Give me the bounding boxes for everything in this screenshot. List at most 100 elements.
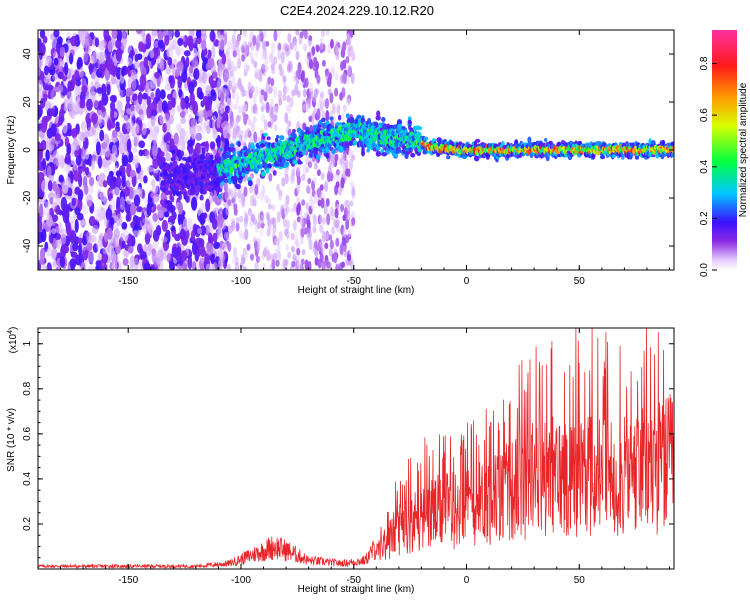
spectrogram-cell: [76, 58, 82, 70]
spectrogram-cell: [233, 203, 238, 212]
spectrogram-cell: [295, 259, 300, 270]
spectrogram-cell: [163, 211, 170, 218]
spectrogram-cell: [331, 67, 335, 78]
spectrogram-cell: [316, 74, 321, 84]
spectrogram-cell: [244, 113, 249, 121]
spectrogram-cell: [52, 248, 58, 260]
spectrogram-cell: [305, 184, 310, 194]
spectrogram-cell: [152, 156, 159, 170]
spectrogram-cell: [277, 42, 282, 51]
spectrogram-cell: [97, 155, 103, 169]
spectrogram-cell: [96, 174, 104, 187]
spectrogram-cell: [334, 87, 339, 97]
spectrogram-cell: [70, 128, 78, 138]
spectrogram-cell: [158, 39, 164, 49]
spectrogram-cell: [302, 164, 307, 176]
spectrogram-cell: [111, 261, 118, 270]
spectrogram-cell: [278, 63, 283, 71]
spectrogram-cell: [258, 74, 263, 82]
spectrogram-cell: [241, 53, 246, 62]
spectrogram-cell: [178, 194, 182, 201]
spectrogram-cell: [265, 101, 270, 114]
spectrogram-cell: [292, 128, 296, 134]
spectrogram-cell: [136, 30, 142, 35]
spectrogram-cell: [321, 110, 326, 120]
spectrogram-cell: [202, 189, 207, 195]
spectrogram-cell: [321, 117, 326, 123]
spectrogram-cell: [81, 121, 86, 132]
spectrogram-cell: [102, 247, 109, 255]
spectrogram-cell: [141, 92, 149, 100]
spectrogram-cell: [201, 147, 206, 152]
spectrogram-cell: [216, 80, 221, 92]
spectrogram-cell: [146, 96, 152, 107]
spectrogram-cell: [327, 174, 332, 182]
spectrogram-cell: [206, 110, 213, 117]
spectrogram-cell: [116, 196, 121, 209]
spectrogram-cell: [235, 261, 239, 270]
spectrogram-cell: [124, 186, 131, 197]
spectrogram-cell: [177, 75, 183, 89]
spectrogram-cell: [179, 128, 186, 139]
spectrogram-cell: [340, 177, 345, 189]
spectrogram-cell: [212, 69, 218, 80]
spectrogram-cell: [149, 50, 155, 59]
spectrogram-cell: [168, 168, 173, 174]
spectrogram-cell: [84, 166, 90, 176]
spectrogram-cell: [256, 177, 261, 188]
spectrogram-cell: [49, 234, 54, 244]
spectrogram-cell: [126, 108, 132, 115]
spectrogram-cell: [231, 34, 236, 45]
spectrogram-cell: [114, 236, 120, 248]
spectrogram-cell: [331, 227, 336, 235]
spectrogram-cell: [121, 67, 126, 77]
spectrogram-cell: [319, 100, 324, 112]
spectrogram-cell: [103, 133, 110, 148]
spectrogram-cell: [178, 142, 184, 150]
spectrogram-cell: [86, 199, 93, 207]
spectrogram-cell: [91, 71, 96, 80]
spectrogram-cell: [221, 53, 227, 65]
spectrogram-cell: [152, 195, 158, 205]
spectrogram-cell: [348, 245, 353, 255]
spectrogram-cell: [195, 30, 202, 39]
spectrogram-cell: [344, 199, 348, 208]
spectrogram-cell: [278, 191, 283, 201]
spectrogram-cell: [274, 105, 279, 116]
spectrogram-cell: [73, 100, 80, 113]
spectrogram-cell: [347, 35, 352, 46]
spectrogram-cell: [75, 155, 82, 166]
spectrogram-cell: [223, 181, 228, 193]
spectrogram-cell: [218, 256, 223, 265]
spectrogram-cell: [102, 263, 108, 270]
spectrogram-cell: [39, 42, 46, 57]
spectrogram-cell: [261, 113, 266, 123]
spectrogram-cell: [316, 169, 321, 177]
spectrogram-cell: [235, 114, 240, 124]
spectrogram-cell: [73, 88, 81, 103]
spectrogram-cell: [243, 103, 248, 111]
spectrogram-cell: [74, 219, 79, 233]
spectrogram-cell: [116, 131, 123, 138]
spectrogram-cell: [285, 219, 290, 231]
spectrogram-cell: [219, 147, 223, 152]
spectrogram-cell: [133, 60, 140, 70]
spectrogram-cell: [161, 236, 168, 243]
spectrogram-cell: [295, 50, 300, 61]
spectrogram-cell: [209, 190, 214, 205]
spectrogram-cell: [241, 255, 246, 266]
spectrogram-cell: [381, 116, 386, 123]
spectrogram-cell: [407, 119, 412, 125]
spectrogram-cell: [277, 89, 282, 101]
spectrogram-cell: [331, 103, 336, 115]
spectrogram-cell: [147, 242, 152, 257]
spectrogram-cell: [69, 230, 77, 244]
spectrogram-cell: [296, 175, 301, 186]
spectrogram-cell: [232, 256, 237, 266]
spectrogram-cell: [286, 95, 291, 103]
spectrogram-cell: [78, 30, 85, 44]
spectrogram-cell: [90, 157, 95, 171]
spectrogram-cell: [299, 215, 304, 227]
spectrogram-cell: [474, 138, 481, 143]
